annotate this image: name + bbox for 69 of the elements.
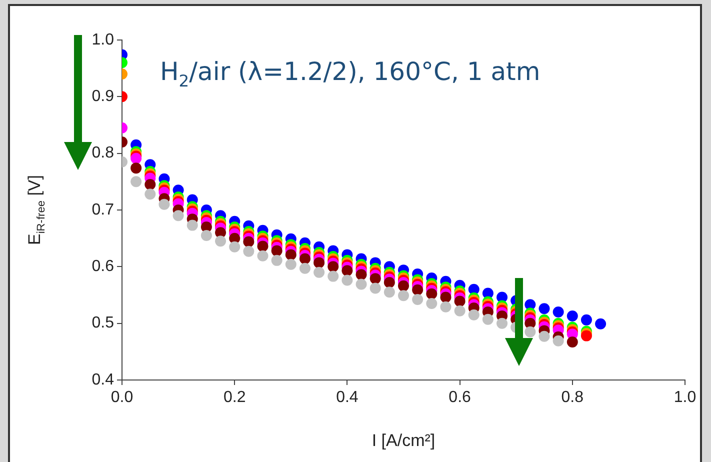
y-tick-label: 0.8	[92, 144, 114, 162]
point	[482, 314, 494, 325]
y-axis-title: EiR-free [V]	[25, 174, 48, 245]
point	[342, 274, 353, 286]
point	[524, 326, 536, 338]
point	[144, 188, 156, 200]
x-tick-label: 0.6	[448, 389, 472, 406]
point	[356, 269, 367, 280]
point	[342, 265, 353, 276]
point	[440, 292, 452, 303]
x-tick-label: 0.4	[336, 389, 358, 406]
point	[200, 230, 212, 241]
point	[566, 310, 578, 322]
y-tick-label: 1.0	[92, 31, 114, 48]
x-tick-label: 0.2	[223, 389, 246, 406]
point	[426, 288, 438, 300]
y-tick-label: 0.9	[92, 88, 114, 106]
point	[314, 266, 325, 278]
point	[229, 241, 240, 252]
x-tick-label: 0.0	[110, 389, 134, 406]
y-tick-label: 0.4	[92, 371, 114, 388]
point	[384, 277, 395, 288]
point	[215, 236, 226, 247]
point	[271, 245, 282, 256]
point	[398, 280, 409, 292]
point	[130, 176, 142, 188]
point	[412, 294, 424, 306]
point	[538, 330, 550, 342]
point	[271, 254, 282, 266]
point	[398, 290, 409, 302]
x-tick-label: 1.0	[674, 389, 696, 406]
point	[172, 210, 184, 222]
y-tick-label: 0.5	[92, 314, 114, 332]
point	[552, 306, 564, 318]
point	[158, 198, 170, 210]
point	[454, 305, 466, 316]
point	[454, 296, 466, 307]
point	[356, 278, 367, 290]
point	[440, 301, 452, 312]
point	[144, 179, 156, 190]
x-tick-label: 0.8	[561, 389, 584, 406]
point	[384, 286, 395, 298]
point	[243, 236, 254, 248]
point	[186, 220, 198, 231]
y-tick-label: 0.7	[92, 201, 114, 218]
point	[496, 318, 508, 329]
point	[370, 273, 381, 284]
point	[468, 309, 480, 320]
y-tick-label: 0.6	[92, 258, 114, 276]
point	[257, 240, 268, 252]
point	[299, 253, 310, 264]
point	[257, 250, 268, 262]
point	[285, 258, 296, 270]
point	[314, 257, 325, 268]
point	[426, 298, 438, 309]
point	[130, 162, 142, 174]
point	[566, 336, 578, 348]
point	[580, 314, 592, 326]
point	[538, 303, 550, 314]
point	[370, 282, 381, 294]
point	[285, 249, 296, 260]
point	[595, 318, 606, 330]
point	[328, 261, 339, 272]
point	[299, 262, 310, 274]
x-axis-title: I [A/cm²]	[372, 431, 436, 450]
point	[328, 270, 339, 282]
point	[552, 335, 564, 346]
point	[243, 246, 254, 257]
point	[412, 284, 424, 296]
